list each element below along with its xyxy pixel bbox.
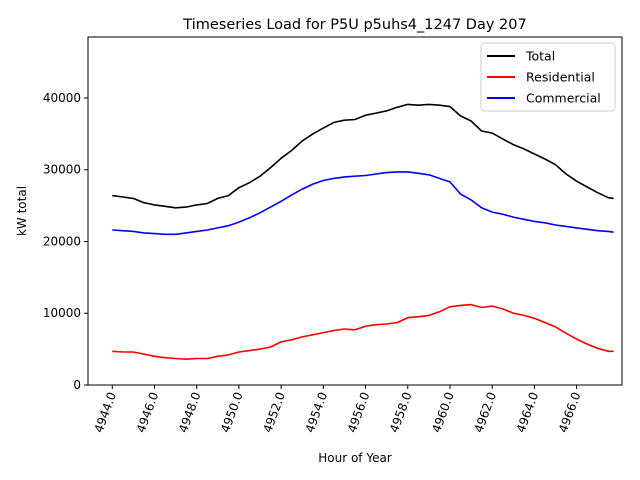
series-line-total <box>112 103 614 209</box>
y-tick-label: 40000 <box>43 91 81 105</box>
legend-label-commercial: Commercial <box>526 91 601 106</box>
series-layer <box>112 103 614 361</box>
legend-label-residential: Residential <box>526 70 595 85</box>
series-line-residential <box>112 303 614 361</box>
y-tick-label: 30000 <box>43 163 81 177</box>
y-tick-label: 10000 <box>43 306 81 320</box>
y-tick-label: 0 <box>73 378 81 392</box>
plot-frame <box>87 36 623 386</box>
y-tick-label: 20000 <box>43 234 81 248</box>
chart-title: Timeseries Load for P5U p5uhs4_1247 Day … <box>182 17 526 33</box>
series-line-commercial <box>112 171 614 236</box>
legend-box <box>480 42 616 112</box>
y-axis-label: kW total <box>15 186 29 236</box>
legend-label-total: Total <box>525 49 555 64</box>
x-axis-label: Hour of Year <box>318 451 392 465</box>
y-axis: 0 10000 20000 30000 40000 <box>43 91 88 392</box>
legend: Total Residential Commercial <box>480 42 616 112</box>
